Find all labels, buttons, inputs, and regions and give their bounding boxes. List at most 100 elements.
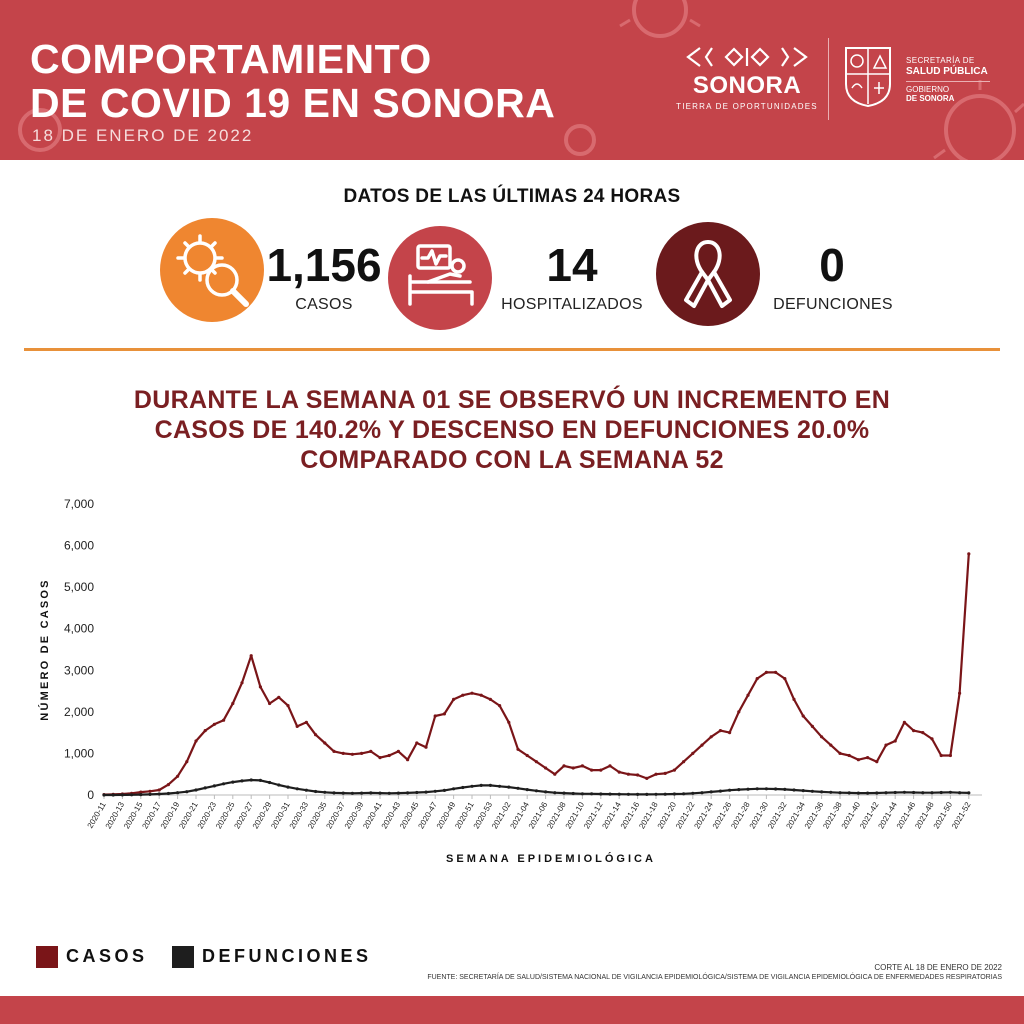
data-point-casos [599, 768, 603, 772]
y-axis-label: NÚMERO DE CASOS [38, 578, 51, 720]
state-seal-icon [845, 47, 891, 108]
data-point-defunciones [663, 792, 667, 796]
gobierno-line1: GOBIERNO [906, 85, 950, 94]
data-point-casos [479, 693, 483, 697]
data-point-defunciones [599, 792, 603, 796]
x-axis-label: SEMANA EPIDEMIOLÓGICA [446, 852, 656, 865]
data-point-defunciones [461, 785, 465, 790]
data-point-defunciones [856, 791, 861, 795]
data-point-casos [571, 766, 575, 770]
secretaria-block: SECRETARÍA DE SALUD PÚBLICA GOBIERNO DE … [906, 56, 1016, 103]
hospitalized-circle [388, 226, 492, 330]
data-point-defunciones [617, 792, 621, 796]
data-point-casos [875, 760, 879, 764]
series-line-casos [103, 553, 970, 796]
data-point-defunciones [194, 788, 198, 792]
data-point-defunciones [645, 792, 649, 796]
stats-heading: DATOS DE LAS ÚLTIMAS 24 HORAS [343, 186, 681, 207]
y-tick-label: 0 [87, 788, 94, 802]
data-point-casos [176, 774, 180, 778]
data-point-defunciones [415, 790, 419, 795]
data-point-casos [682, 760, 686, 764]
data-point-casos [268, 701, 272, 706]
hospital-bed-icon [408, 244, 474, 306]
data-point-defunciones [718, 789, 723, 793]
data-point-casos [792, 697, 796, 701]
data-point-defunciones [479, 783, 483, 787]
secretaria-line2: SALUD PÚBLICA [906, 66, 988, 77]
data-point-defunciones [902, 790, 907, 794]
data-point-defunciones [774, 787, 778, 791]
data-point-defunciones [387, 791, 391, 795]
data-point-defunciones [608, 792, 612, 796]
data-point-casos [654, 772, 658, 776]
data-point-defunciones [332, 791, 336, 795]
y-tick-label: 7,000 [64, 497, 94, 511]
data-point-casos [378, 756, 382, 760]
data-point-defunciones [700, 791, 704, 795]
data-point-casos [332, 749, 336, 753]
data-point-casos [783, 677, 787, 681]
data-point-defunciones [268, 780, 272, 785]
data-point-defunciones [893, 790, 897, 795]
data-point-casos [258, 685, 262, 689]
data-point-casos [774, 670, 778, 674]
data-point-casos [562, 764, 566, 768]
data-point-defunciones [130, 793, 134, 797]
data-point-defunciones [341, 791, 345, 795]
data-point-casos [626, 772, 631, 776]
data-point-casos [810, 724, 815, 728]
data-point-defunciones [838, 791, 842, 795]
secretaria-line1: SECRETARÍA DE [906, 56, 975, 65]
cutoff-note: CORTE AL 18 DE ENERO DE 2022 [874, 963, 1002, 972]
source-note: FUENTE: SECRETARÍA DE SALUD/SISTEMA NACI… [427, 974, 1002, 981]
data-point-casos [590, 768, 594, 772]
data-point-defunciones [571, 791, 575, 796]
data-point-defunciones [912, 790, 916, 795]
data-point-casos [737, 710, 741, 714]
deaths-circle [656, 222, 760, 326]
data-point-casos [387, 753, 391, 758]
data-point-casos [580, 764, 585, 768]
data-point-casos [958, 691, 962, 695]
virus-magnifier-icon [176, 234, 249, 307]
data-point-defunciones [544, 790, 548, 794]
data-point-casos [452, 697, 456, 701]
data-point-defunciones [360, 791, 364, 795]
data-point-defunciones [350, 791, 354, 795]
data-point-defunciones [212, 784, 216, 788]
data-point-defunciones [636, 792, 640, 796]
data-point-casos [498, 704, 502, 708]
data-point-casos [185, 760, 189, 764]
data-point-casos [323, 741, 327, 745]
data-point-defunciones [829, 790, 833, 794]
data-point-casos [884, 743, 888, 747]
legend-swatch-defunciones [172, 946, 194, 968]
data-point-defunciones [691, 791, 695, 795]
data-point-defunciones [801, 789, 805, 793]
data-point-casos [286, 704, 290, 708]
data-point-casos [406, 758, 410, 762]
data-point-casos [415, 741, 419, 745]
data-point-defunciones [746, 787, 750, 791]
data-point-casos [553, 772, 557, 776]
data-point-casos [139, 790, 143, 794]
virus-pattern-icon [18, 0, 1024, 160]
data-point-casos [967, 552, 971, 556]
gobierno-line2: DE SONORA [906, 94, 955, 103]
data-point-casos [608, 764, 612, 768]
data-point-defunciones [682, 792, 686, 796]
data-point-defunciones [452, 787, 456, 791]
data-point-defunciones [534, 789, 539, 793]
data-point-casos [222, 718, 226, 722]
data-point-defunciones [783, 787, 787, 791]
data-point-defunciones [562, 791, 566, 795]
data-point-casos [240, 681, 244, 685]
data-point-casos [304, 720, 308, 724]
data-point-casos [801, 714, 805, 718]
legend-label-defunciones: DEFUNCIONES [202, 946, 372, 966]
data-point-defunciones [166, 791, 170, 796]
data-point-defunciones [157, 792, 161, 796]
data-point-casos [525, 753, 529, 758]
awareness-ribbon-icon [684, 240, 732, 308]
